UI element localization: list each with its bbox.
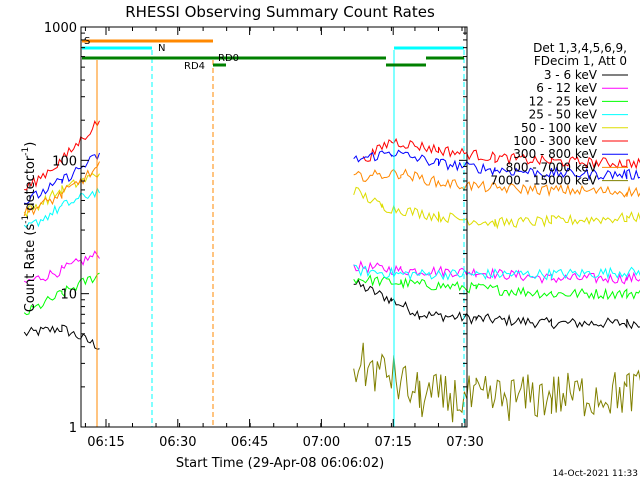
- y-tick-label-1: 10: [60, 288, 77, 303]
- y-axis-label-part-3: -1: [21, 147, 31, 156]
- series-line-6-12-kev-0: [23, 250, 100, 284]
- observing-mode-markers: S N RD0 RD4: [82, 36, 465, 427]
- y-axis-label-part-2: detector: [23, 155, 38, 215]
- y-tick-label-0: 1: [69, 421, 77, 436]
- series-100-300-kev: [24, 119, 640, 191]
- x-tick-label-2: 06:45: [231, 435, 268, 450]
- legend: Det 1,3,4,5,6,9,FDecim 1, Att 03 - 6 keV…: [490, 41, 628, 188]
- series-line-25-50-kev-0: [23, 186, 100, 229]
- series-line-12-25-kev-1: [353, 274, 640, 301]
- series-line-3-6-kev-0: [23, 324, 100, 350]
- y-axis-label: Count Rate (s-1 detector-1): [21, 142, 38, 313]
- series-line-3-6-kev-1: [353, 278, 640, 330]
- series-line-100-300-kev-1: [362, 137, 640, 170]
- legend-label-12-25-kev: 12 - 25 keV: [529, 94, 598, 108]
- series-12-25-kev: [23, 272, 640, 316]
- legend-label-3-6-kev: 3 - 6 keV: [544, 68, 598, 82]
- marker-label-rd4: RD4: [184, 61, 205, 72]
- series-line-300-800-kev-1: [353, 149, 640, 181]
- series-line-50-100-kev-1: [353, 186, 640, 230]
- series-line-25-50-kev-1: [353, 264, 640, 281]
- legend-header-0: Det 1,3,4,5,6,9,: [533, 41, 627, 55]
- series-3-6-kev: [23, 278, 640, 350]
- generation-timestamp: 14-Oct-2021 11:33: [553, 469, 638, 479]
- x-tick-label-0: 06:15: [87, 435, 124, 450]
- marker-label-rd0: RD0: [218, 53, 239, 64]
- series-300-800-kev: [24, 149, 640, 205]
- x-tick-label-1: 06:30: [159, 435, 196, 450]
- plot-frame: [80, 26, 468, 428]
- x-axis-label: Start Time (29-Apr-08 06:06:02): [176, 456, 384, 471]
- legend-label-25-50-kev: 25 - 50 keV: [529, 108, 598, 122]
- series-line-100-300-kev-0: [24, 119, 100, 191]
- legend-label-800-7000-kev: 800 - 7000 keV: [506, 160, 598, 174]
- series-line-12-25-kev-0: [23, 272, 100, 316]
- y-axis-label-part-1: -1: [21, 215, 31, 224]
- x-tick-label-5: 07:30: [446, 435, 483, 450]
- series-800-7000-kev: [23, 161, 640, 217]
- chart-title: RHESSI Observing Summary Count Rates: [125, 3, 435, 21]
- series-line-800-7000-kev-0: [23, 161, 100, 217]
- legend-label-7000-15000-kev: 7000 - 15000 keV: [490, 174, 597, 188]
- series-7000-15000-kev: [353, 342, 640, 423]
- y-tick-label-3: 1000: [44, 21, 77, 36]
- legend-label-6-12-kev: 6 - 12 keV: [536, 81, 598, 95]
- axes: 06:15 06:30 06:45 07:00 07:15 07:30 1 10 100 1000: [44, 21, 484, 450]
- marker-label-s: S: [84, 36, 90, 47]
- legend-header-1: FDecim 1, Att 0: [534, 54, 627, 68]
- series-line-6-12-kev-1: [353, 260, 640, 285]
- legend-label-100-300-kev: 100 - 300 keV: [513, 134, 597, 148]
- series-line-300-800-kev-0: [24, 152, 100, 205]
- legend-label-50-100-kev: 50 - 100 keV: [521, 121, 598, 135]
- series-6-12-kev: [23, 250, 640, 285]
- series-line-7000-15000-kev-0: [353, 342, 640, 423]
- marker-label-n: N: [158, 43, 165, 54]
- x-tick-label-3: 07:00: [303, 435, 340, 450]
- series-25-50-kev: [23, 186, 640, 281]
- plot-area: S N RD0 RD4: [23, 36, 640, 427]
- x-tick-label-4: 07:15: [374, 435, 411, 450]
- legend-label-300-800-kev: 300 - 800 keV: [513, 147, 597, 161]
- y-axis-label-part-0: Count Rate (s: [23, 224, 38, 313]
- series-line-800-7000-kev-1: [353, 168, 640, 198]
- y-tick-label-2: 100: [52, 154, 77, 169]
- y-axis-label-part-4: ): [23, 142, 38, 147]
